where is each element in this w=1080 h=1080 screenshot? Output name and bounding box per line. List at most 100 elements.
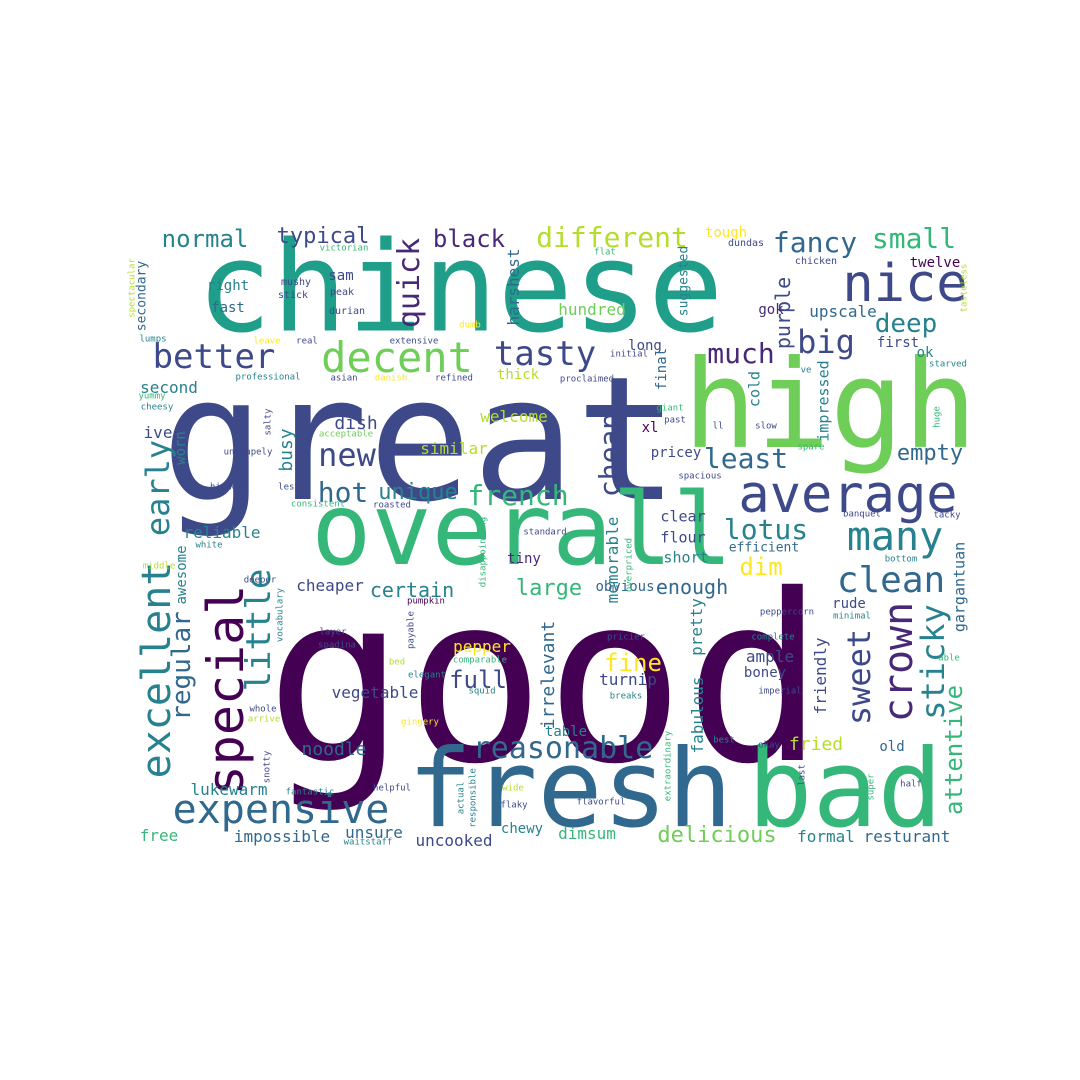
word: mushy xyxy=(280,277,312,288)
word: second xyxy=(140,378,198,397)
word: real xyxy=(296,336,318,347)
word: dimsum xyxy=(558,824,616,843)
word: pumpkin xyxy=(407,596,445,607)
word: overall xyxy=(311,471,733,588)
word: dish xyxy=(334,413,378,434)
word: dundas xyxy=(727,238,765,249)
word: lumps xyxy=(139,334,167,345)
word: danish xyxy=(374,373,408,384)
word: cheaper xyxy=(296,576,364,595)
word: highest xyxy=(210,482,248,493)
word: deeper xyxy=(243,575,277,586)
word: average xyxy=(738,465,958,525)
word: quick xyxy=(392,237,427,329)
word: fabulous xyxy=(688,676,707,754)
word: stick xyxy=(277,290,309,301)
word: full xyxy=(449,666,507,694)
word: whole xyxy=(249,704,277,715)
word: spare xyxy=(797,442,825,453)
word: irrelevant xyxy=(538,620,559,730)
word: tacky xyxy=(933,510,961,521)
word: spacious xyxy=(678,471,722,482)
word: attentive xyxy=(940,684,968,816)
word: resturant xyxy=(863,827,951,846)
word: nice xyxy=(842,254,968,314)
word: pricier xyxy=(607,632,645,643)
word: breaks xyxy=(609,691,643,702)
word: reasonable xyxy=(472,731,654,766)
word: roasted xyxy=(373,500,411,511)
word: similar xyxy=(420,439,488,458)
word: final xyxy=(654,347,670,391)
word: standard xyxy=(523,527,567,538)
word: suggested xyxy=(676,245,692,317)
word: unshapely xyxy=(223,447,273,458)
word: half xyxy=(900,779,922,790)
word: ok xyxy=(916,345,934,361)
word: chewy xyxy=(500,821,544,837)
word: expensive xyxy=(172,787,390,833)
word: boney xyxy=(743,665,787,681)
word: minimal xyxy=(833,611,871,622)
word: tasteless xyxy=(959,263,970,313)
word: typical xyxy=(276,224,370,249)
word: bad xyxy=(747,727,943,852)
word: black xyxy=(432,225,506,253)
word: fancy xyxy=(772,226,858,259)
word: short xyxy=(663,548,709,567)
word: hundred xyxy=(558,300,626,319)
word: flour xyxy=(660,528,706,547)
word: different xyxy=(536,221,688,254)
word: gingery xyxy=(401,717,439,728)
word: lukewarm xyxy=(190,780,268,799)
word: unique xyxy=(378,480,458,505)
word: super xyxy=(866,773,877,801)
word: banquet xyxy=(843,509,881,520)
word: professional xyxy=(235,372,301,383)
word: less xyxy=(278,482,300,493)
word: overpriced xyxy=(624,537,635,593)
word: sweet xyxy=(840,628,878,726)
word: ample xyxy=(745,647,795,666)
word: extraordinary xyxy=(663,730,674,802)
word: ll xyxy=(712,421,724,432)
word: turnip xyxy=(599,670,657,689)
word: best xyxy=(713,735,735,746)
word: thick xyxy=(496,367,540,383)
word: spectacular xyxy=(127,258,138,318)
word: spadina xyxy=(318,640,356,651)
word: new xyxy=(318,436,376,474)
word: decent xyxy=(321,333,473,382)
word: regular xyxy=(167,611,197,721)
word: okay xyxy=(758,740,780,751)
word: large xyxy=(515,576,583,601)
word: last xyxy=(797,764,808,786)
word: slow xyxy=(755,421,777,432)
word: upscale xyxy=(809,302,877,321)
word: unsure xyxy=(345,823,403,842)
word: least xyxy=(703,442,789,475)
word: bottom xyxy=(884,554,918,565)
word: huge xyxy=(932,406,943,428)
word: empty xyxy=(896,441,964,466)
word: good xyxy=(265,545,825,815)
word: uncooked xyxy=(415,831,493,850)
word: disappointing xyxy=(478,516,489,588)
word: awesome xyxy=(174,545,190,605)
word: old xyxy=(879,739,905,755)
word: tough xyxy=(704,225,748,241)
word: first xyxy=(876,335,920,351)
word: pepper xyxy=(453,637,511,656)
word: high xyxy=(683,334,977,476)
word: long xyxy=(628,338,662,354)
word: many xyxy=(846,514,944,560)
word: worn xyxy=(173,431,189,465)
word: sam xyxy=(328,268,354,284)
word: chicken xyxy=(794,256,838,267)
word: proclaimed xyxy=(559,374,615,385)
word: efficient xyxy=(728,540,800,556)
word: tasty xyxy=(493,334,597,374)
word: initial xyxy=(610,349,648,360)
word: fast xyxy=(211,300,245,316)
word: deep xyxy=(874,309,938,339)
